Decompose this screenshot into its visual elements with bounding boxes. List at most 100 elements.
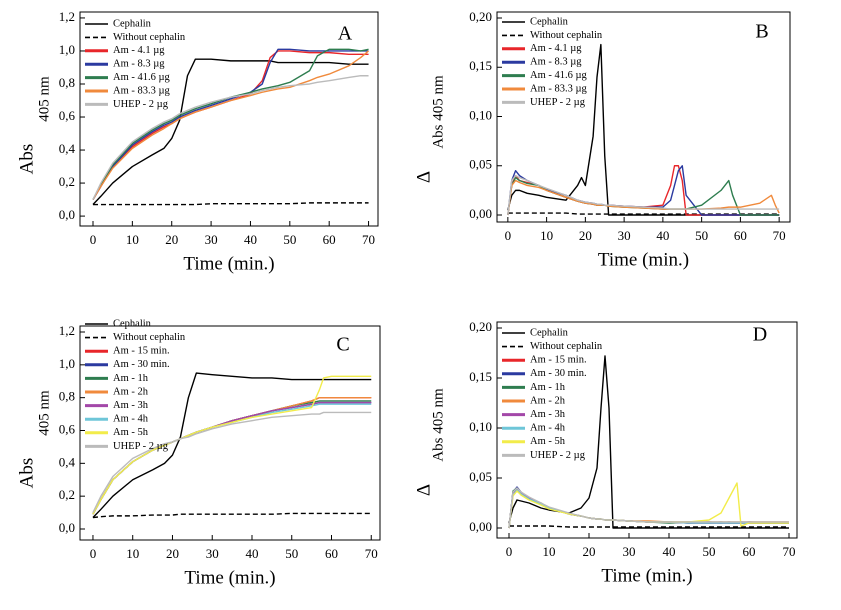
y-axis-symbol: Δ [413, 171, 434, 183]
legend-label: Am - 83.3 µg [113, 85, 171, 96]
x-tick-label: 30 [205, 232, 218, 247]
legend-label: Am - 2h [113, 386, 149, 397]
series-line [507, 179, 780, 216]
legend-label: UHEP - 2 µg [530, 450, 586, 461]
legend-label: Am - 3h [113, 400, 149, 411]
x-tick-label: 40 [656, 228, 669, 243]
legend-label: Am - 15 min. [113, 346, 170, 357]
x-tick-label: 0 [505, 228, 512, 243]
x-tick-label: 10 [126, 546, 139, 561]
y-tick-label: 0,20 [469, 9, 492, 24]
legend-label: UHEP - 2 µg [113, 441, 169, 452]
y-tick-label: 0,05 [469, 157, 492, 172]
legend-label: Am - 1h [530, 382, 566, 393]
y-tick-label: 0,15 [469, 369, 492, 384]
legend-label: UHEP - 2 µg [113, 99, 169, 110]
x-tick-label: 60 [743, 544, 756, 559]
x-tick-label: 0 [90, 546, 97, 561]
x-tick-label: 10 [543, 544, 556, 559]
y-tick-label: 0,10 [469, 107, 492, 122]
panel-label: A [338, 23, 353, 45]
x-tick-label: 50 [283, 232, 296, 247]
x-tick-label: 30 [206, 546, 219, 561]
series-line [507, 174, 780, 216]
legend-label: Cephalin [530, 16, 569, 27]
series-line [507, 212, 780, 215]
panel-label: B [755, 21, 768, 43]
y-axis-symbol: Δ [413, 484, 434, 496]
y-tick-label: 0,4 [59, 454, 76, 469]
plot-frame [79, 325, 381, 541]
y-tick-label: 0,6 [59, 108, 76, 123]
legend-label: Without cephalin [530, 341, 603, 352]
legend-label: Am - 1h [113, 373, 149, 384]
y-tick-label: 1,2 [59, 9, 75, 24]
legend-label: Without cephalin [113, 32, 186, 43]
x-tick-label: 20 [166, 546, 179, 561]
legend-label: Cephalin [530, 327, 569, 338]
legend-label: Cephalin [113, 318, 152, 329]
x-tick-label: 20 [583, 544, 596, 559]
panel-label: C [336, 334, 349, 356]
y-axis-title: Abs [16, 144, 37, 175]
x-tick-label: 20 [165, 232, 178, 247]
legend-label: Am - 83.3 µg [530, 83, 588, 94]
legend-label: Am - 4.1 µg [113, 45, 165, 56]
legend-label: Am - 4.1 µg [530, 43, 582, 54]
legend-label: Am - 8.3 µg [113, 59, 165, 70]
x-tick-label: 70 [783, 544, 796, 559]
series-line [92, 202, 369, 206]
legend-label: Without cephalin [530, 30, 603, 41]
y-axis-unit: 405 nm [36, 76, 52, 122]
y-axis-title: Abs [16, 458, 37, 489]
legend-label: Am - 4h [530, 423, 566, 434]
y-axis-title: Abs 405 nm [430, 75, 446, 149]
y-tick-label: 0,8 [59, 389, 75, 404]
y-tick-label: 1,2 [59, 323, 75, 338]
y-tick-label: 0,15 [469, 58, 492, 73]
series-line [509, 525, 789, 528]
panel: 0 10 20 30 40 50 60 70 0,0 0,2 0,4 0,6 0,8 1,0 1,2 Time… [16, 318, 381, 588]
panel: 0 10 20 30 40 50 60 70 0,00 0,05 0,10 0,15 0,20 Time … [413, 319, 798, 586]
x-tick-label: 20 [579, 228, 592, 243]
panel: 0 10 20 30 40 50 60 70 0,00 0,05 0,10 0,15 0,20 Time … [413, 9, 791, 270]
y-tick-label: 0,2 [59, 174, 75, 189]
panel: 0 10 20 30 40 50 60 70 0,0 0,2 0,4 0,6 0,8 1,0 1,2 Time… [16, 9, 379, 274]
legend-label: Am - 41.6 µg [530, 70, 588, 81]
y-tick-label: 0,00 [469, 519, 492, 534]
x-tick-label: 50 [285, 546, 298, 561]
x-tick-label: 0 [506, 544, 513, 559]
series-line [92, 75, 369, 200]
y-tick-label: 1,0 [59, 42, 75, 57]
y-tick-label: 0,8 [59, 75, 75, 90]
y-axis-title: Abs 405 nm [430, 388, 446, 462]
series-line [92, 372, 372, 518]
x-tick-label: 10 [540, 228, 553, 243]
legend-label: Am - 30 min. [530, 368, 587, 379]
y-axis-unit: 405 nm [36, 390, 52, 436]
x-tick-label: 0 [90, 232, 97, 247]
y-tick-label: 1,0 [59, 356, 75, 371]
y-tick-label: 0,00 [469, 206, 492, 221]
x-tick-label: 30 [623, 544, 636, 559]
legend-label: Am - 5h [113, 427, 149, 438]
legend-label: Am - 3h [530, 409, 566, 420]
x-axis-title: Time (min.) [601, 565, 692, 586]
legend-label: Am - 2h [530, 395, 566, 406]
legend-label: Am - 4h [113, 414, 149, 425]
legend-label: Am - 8.3 µg [530, 57, 582, 68]
x-tick-label: 40 [244, 232, 257, 247]
series-line [92, 50, 369, 200]
legend-label: Am - 30 min. [113, 359, 170, 370]
plot-frame [496, 321, 798, 539]
y-tick-label: 0,2 [59, 487, 75, 502]
x-axis-title: Time (min.) [598, 249, 689, 270]
x-tick-label: 40 [245, 546, 258, 561]
x-tick-label: 10 [126, 232, 139, 247]
x-tick-label: 50 [695, 228, 708, 243]
x-tick-label: 60 [323, 232, 336, 247]
x-tick-label: 50 [703, 544, 716, 559]
series-line [92, 375, 372, 515]
legend-label: Am - 5h [530, 436, 566, 447]
